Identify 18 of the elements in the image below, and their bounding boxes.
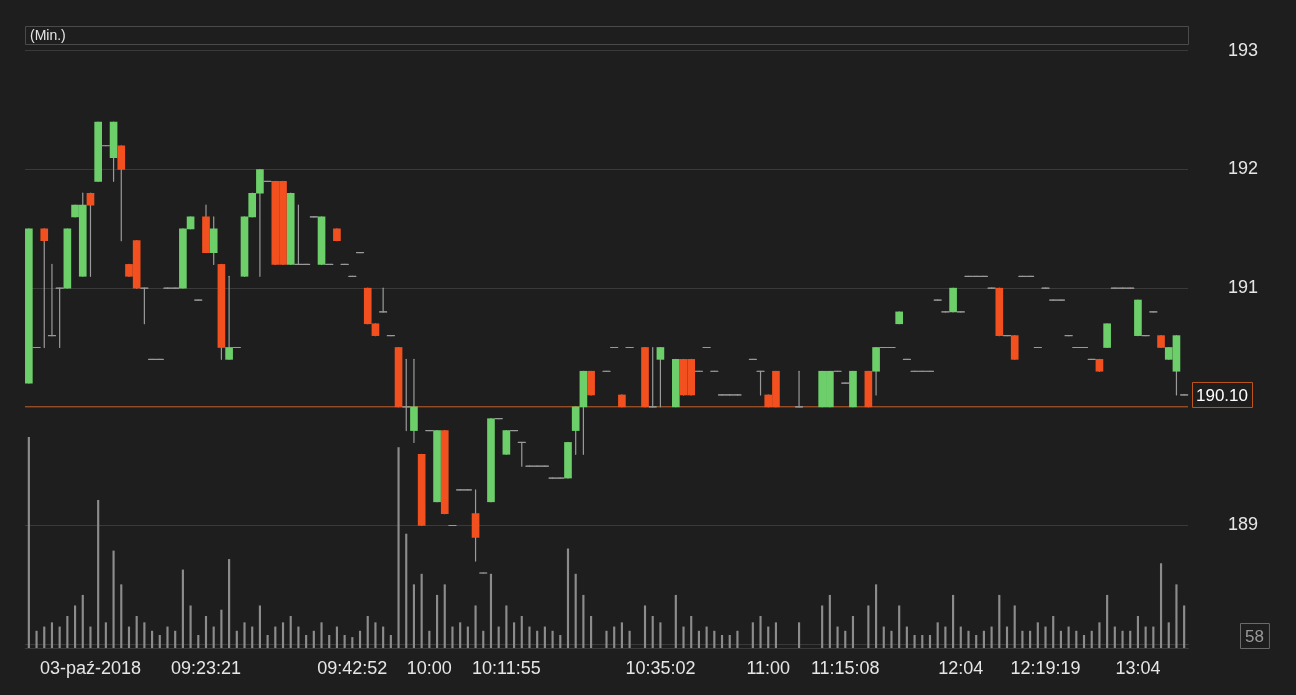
x-tick-label: 13:04 [1115, 657, 1161, 678]
text: 190.10 [1196, 385, 1248, 405]
y-tick-label: 191 [1228, 277, 1259, 298]
x-tick-label: 09:42:52 [317, 657, 388, 678]
text: 58 [1245, 626, 1264, 646]
y-tick-label: 193 [1228, 39, 1259, 60]
x-tick-label: 12:19:19 [1010, 657, 1081, 678]
chart-title: (Min.) [30, 26, 66, 43]
y-tick-label: 192 [1228, 158, 1259, 179]
x-tick-label: 03-paź-2018 [39, 657, 142, 678]
x-tick-label: 11:15:08 [810, 657, 880, 678]
x-tick-label: 10:35:02 [625, 657, 696, 678]
y-tick-label: 189 [1228, 514, 1259, 535]
x-tick-label: 10:11:55 [472, 657, 541, 678]
x-tick-label: 09:23:21 [170, 657, 242, 678]
x-tick-label: 11:00 [746, 657, 791, 678]
x-tick-label: 10:00 [406, 657, 452, 678]
x-tick-label: 12:04 [938, 657, 984, 678]
